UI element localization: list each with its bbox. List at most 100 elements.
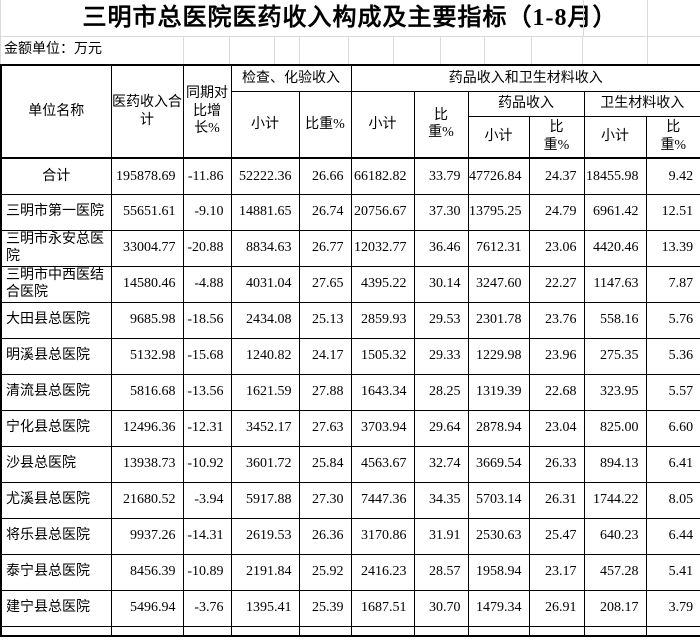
cell-value: 66182.82 (350, 157, 415, 195)
cell-value: 8834.63 (230, 229, 300, 267)
header-yoy-growth: 同期对比增长% (182, 64, 232, 159)
cell-value: -3.76 (182, 589, 232, 627)
cell-value: 32.74 (413, 445, 469, 483)
cell-value: 23.04 (528, 409, 585, 447)
empty-cell (0, 625, 112, 637)
cell-value: 3703.94 (350, 409, 415, 447)
empty-cell (467, 625, 530, 637)
revenue-table: 单位名称 医药收入合计 同期对比增长% 检查、化验收入 药品收入和卫生材料收入 … (0, 64, 700, 637)
cell-value: 5.57 (645, 373, 700, 411)
gridline (393, 37, 394, 64)
cell-value: 34.35 (413, 481, 469, 519)
gridline (274, 37, 275, 64)
cell-value: 323.95 (583, 373, 647, 411)
cell-unit-name: 宁化县总医院 (0, 409, 112, 447)
cell-value: 14580.46 (110, 265, 184, 303)
cell-value: 3669.54 (467, 445, 530, 483)
cell-value: 25.13 (298, 301, 352, 339)
cell-unit-name: 明溪县总医院 (0, 337, 112, 375)
cell-value: 25.39 (298, 589, 352, 627)
cell-value: 5917.88 (230, 481, 300, 519)
cell-value: 6.60 (645, 409, 700, 447)
cell-value: 26.77 (298, 229, 352, 267)
cell-value: -9.10 (182, 193, 232, 231)
cell-value: 825.00 (583, 409, 647, 447)
cell-value: 23.96 (528, 337, 585, 375)
cell-value: 2191.84 (230, 553, 300, 591)
cell-value: 4031.04 (230, 265, 300, 303)
cell-value: 275.35 (583, 337, 647, 375)
cell-unit-name: 清流县总医院 (0, 373, 112, 411)
page-title: 三明市总医院医药收入构成及主要指标（1-8月） (82, 5, 618, 31)
cell-value: 12496.36 (110, 409, 184, 447)
cell-value: -10.92 (182, 445, 232, 483)
header-exam-subtotal: 小计 (230, 90, 300, 159)
cell-value: 1395.41 (230, 589, 300, 627)
cell-value: 2619.53 (230, 517, 300, 555)
cell-value: 29.64 (413, 409, 469, 447)
cell-value: 24.17 (298, 337, 352, 375)
cell-value: 2878.94 (467, 409, 530, 447)
header-drug-subtotal: 小计 (467, 115, 530, 159)
cell-value: 21680.52 (110, 481, 184, 519)
cell-value: 30.70 (413, 589, 469, 627)
cell-value: 3170.86 (350, 517, 415, 555)
cell-value: 6.41 (645, 445, 700, 483)
empty-cell (583, 625, 647, 637)
cell-value: 13938.73 (110, 445, 184, 483)
empty-cell (298, 625, 352, 637)
cell-value: 28.57 (413, 553, 469, 591)
cell-value: 3247.60 (467, 265, 530, 303)
cell-value: 3452.17 (230, 409, 300, 447)
empty-cell (413, 625, 469, 637)
cell-value: 1240.82 (230, 337, 300, 375)
cell-value: 1687.51 (350, 589, 415, 627)
cell-value: 23.06 (528, 229, 585, 267)
cell-value: 2530.63 (467, 517, 530, 555)
table-row: 合计 195878.69 -11.86 52222.36 26.66 66182.82 33… (0, 157, 700, 195)
empty-cell (350, 625, 415, 637)
cell-value: 33.79 (413, 157, 469, 195)
cell-value: 5.76 (645, 301, 700, 339)
cell-value: 1319.39 (467, 373, 530, 411)
cell-unit-name: 泰宁县总医院 (0, 553, 112, 591)
cell-unit-name: 三明市中西医结合医院 (0, 265, 112, 303)
cell-value: 12.51 (645, 193, 700, 231)
cell-value: 25.47 (528, 517, 585, 555)
cell-value: 24.37 (528, 157, 585, 195)
table-row: 三明市中西医结合医院 14580.46 -4.88 4031.04 27.65 4395.… (0, 265, 700, 303)
gridline (583, 0, 584, 36)
cell-value: 23.76 (528, 301, 585, 339)
table-row: 明溪县总医院 5132.98 -15.68 1240.82 24.17 1505.32 29… (0, 337, 700, 375)
header-material-group: 卫生材料收入 (583, 90, 700, 117)
cell-value: 25.92 (298, 553, 352, 591)
cell-value: 18455.98 (583, 157, 647, 195)
cell-value: 3601.72 (230, 445, 300, 483)
gridline (348, 37, 349, 64)
cell-value: -12.31 (182, 409, 232, 447)
cell-value: -14.31 (182, 517, 232, 555)
cell-value: 457.28 (583, 553, 647, 591)
cell-value: -20.88 (182, 229, 232, 267)
title-row: 三明市总医院医药收入构成及主要指标（1-8月） (0, 0, 700, 37)
table-row: 将乐县总医院 9937.26 -14.31 2619.53 26.36 3170.86 31… (0, 517, 700, 555)
header-exam-share: 比重% (298, 90, 352, 159)
header-dm-share: 比重% (413, 90, 469, 159)
gridline (229, 37, 230, 64)
empty-cell (182, 625, 232, 637)
partial-row (0, 625, 700, 637)
header-material-subtotal: 小计 (583, 115, 647, 159)
cell-value: 37.30 (413, 193, 469, 231)
cell-unit-name: 三明市永安总医院 (0, 229, 112, 267)
cell-value: 4563.67 (350, 445, 415, 483)
cell-value: 1643.34 (350, 373, 415, 411)
gridline (484, 37, 485, 64)
cell-value: -18.56 (182, 301, 232, 339)
cell-value: 4395.22 (350, 265, 415, 303)
table-row: 泰宁县总医院 8456.39 -10.89 2191.84 25.92 2416.23 28… (0, 553, 700, 591)
table-row: 宁化县总医院 12496.36 -12.31 3452.17 27.63 3703.94 2… (0, 409, 700, 447)
cell-unit-name: 三明市第一医院 (0, 193, 112, 231)
empty-cell (110, 625, 184, 637)
header-drug-share: 比重% (528, 115, 585, 159)
